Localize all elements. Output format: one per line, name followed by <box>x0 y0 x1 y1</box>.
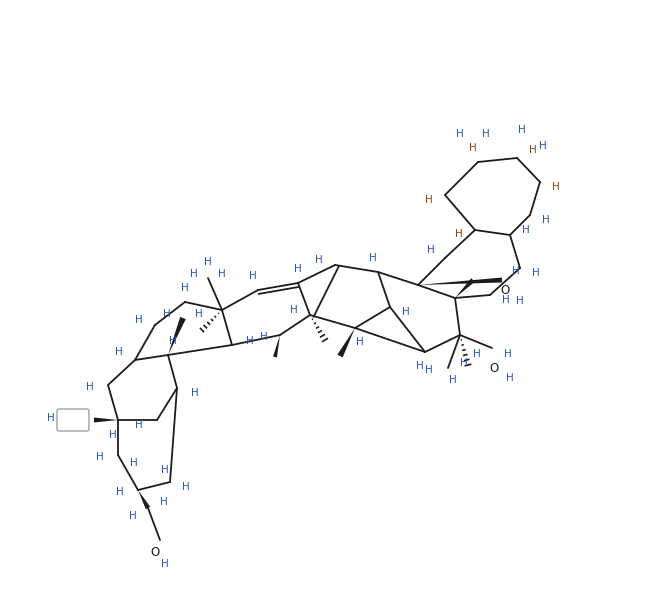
Text: H: H <box>260 332 268 342</box>
Text: H: H <box>529 145 537 155</box>
Text: H: H <box>218 269 226 279</box>
Polygon shape <box>138 490 150 509</box>
Text: H: H <box>425 365 433 375</box>
Text: H: H <box>163 309 171 319</box>
Text: H: H <box>290 305 298 315</box>
Text: H: H <box>191 388 199 398</box>
Text: H: H <box>542 215 550 225</box>
Text: H: H <box>169 336 177 346</box>
Text: H: H <box>161 465 169 475</box>
Text: H: H <box>416 361 424 371</box>
Text: O: O <box>489 362 499 374</box>
Text: H: H <box>160 497 168 507</box>
Text: H: H <box>504 349 512 359</box>
Text: H: H <box>402 307 410 317</box>
Text: H: H <box>129 511 137 521</box>
Polygon shape <box>273 335 280 358</box>
Text: H: H <box>427 245 435 255</box>
Text: H: H <box>449 375 457 385</box>
Text: H: H <box>109 430 117 440</box>
Text: Abz: Abz <box>64 416 81 425</box>
Text: H: H <box>161 559 169 569</box>
Text: H: H <box>482 129 490 139</box>
Polygon shape <box>418 277 502 285</box>
Text: H: H <box>181 283 189 293</box>
Text: H: H <box>135 420 143 430</box>
Text: O: O <box>501 285 510 298</box>
Text: H: H <box>182 482 190 492</box>
Text: H: H <box>315 255 323 265</box>
Text: H: H <box>552 182 560 192</box>
Text: H: H <box>246 336 254 346</box>
Polygon shape <box>337 328 355 358</box>
Text: H: H <box>369 253 377 263</box>
Text: H: H <box>356 337 364 347</box>
Text: H: H <box>86 382 94 392</box>
Text: H: H <box>460 358 467 368</box>
Text: H: H <box>539 141 546 151</box>
Text: H: H <box>456 129 464 139</box>
Text: H: H <box>130 458 137 468</box>
Text: H: H <box>469 143 477 153</box>
Text: H: H <box>96 452 104 462</box>
Text: H: H <box>512 266 520 276</box>
Text: H: H <box>522 225 530 235</box>
Text: H: H <box>532 268 540 278</box>
FancyBboxPatch shape <box>57 409 89 431</box>
Text: H: H <box>116 347 123 357</box>
Text: H: H <box>425 195 433 205</box>
Text: H: H <box>506 373 514 383</box>
Text: H: H <box>456 229 463 239</box>
Text: H: H <box>249 271 257 281</box>
Text: H: H <box>204 257 212 267</box>
Polygon shape <box>94 418 118 422</box>
Text: H: H <box>516 296 524 306</box>
Text: H: H <box>191 269 198 279</box>
Text: H: H <box>47 413 55 423</box>
Text: H: H <box>135 315 143 325</box>
Polygon shape <box>168 317 186 355</box>
Text: H: H <box>195 309 203 319</box>
Text: H: H <box>473 349 481 359</box>
Polygon shape <box>455 278 475 298</box>
Text: H: H <box>294 264 302 274</box>
Text: O: O <box>150 545 159 558</box>
Text: H: H <box>502 295 510 305</box>
Text: H: H <box>116 487 124 497</box>
Text: H: H <box>518 125 526 135</box>
